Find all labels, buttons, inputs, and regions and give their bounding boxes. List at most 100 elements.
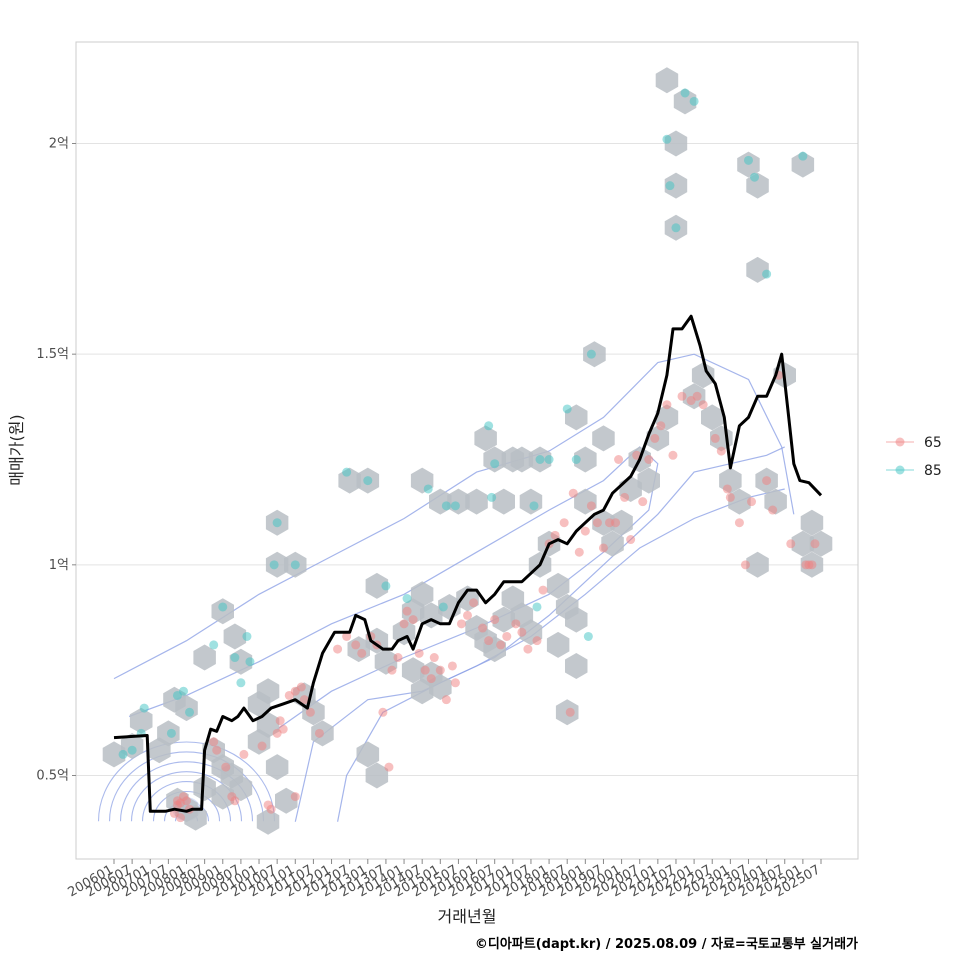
hexbin <box>664 172 688 199</box>
point-85 <box>438 602 448 612</box>
hexbin <box>809 530 833 557</box>
hexbin <box>102 741 126 768</box>
point-65 <box>662 400 672 410</box>
point-85 <box>484 421 494 431</box>
point-85 <box>272 518 282 528</box>
point-65 <box>523 644 533 654</box>
point-65 <box>804 560 814 570</box>
point-65 <box>620 492 630 502</box>
point-85 <box>245 657 255 667</box>
point-85 <box>662 134 672 144</box>
point-65 <box>351 640 361 650</box>
point-85 <box>798 151 808 161</box>
hexbin <box>546 631 570 658</box>
point-65 <box>221 762 231 772</box>
point-85 <box>750 172 760 182</box>
point-65 <box>296 682 306 692</box>
point-65 <box>668 450 678 460</box>
hexbin <box>673 88 697 115</box>
point-65 <box>511 619 521 629</box>
point-65 <box>768 505 778 515</box>
point-65 <box>626 535 636 545</box>
point-65 <box>810 539 820 549</box>
point-65 <box>517 627 527 637</box>
point-65 <box>342 631 352 641</box>
density-ring <box>97 741 276 822</box>
point-65 <box>333 644 343 654</box>
hexbin <box>211 783 234 810</box>
hexbin <box>474 425 497 452</box>
point-85 <box>209 640 219 650</box>
point-85 <box>544 455 554 464</box>
point-85 <box>363 476 373 486</box>
point-65 <box>450 678 460 688</box>
legend-key-dot <box>895 437 905 447</box>
point-85 <box>381 581 391 591</box>
point-65 <box>314 728 324 738</box>
hexbin <box>519 488 543 515</box>
point-65 <box>725 492 735 502</box>
point-85 <box>665 181 675 191</box>
point-65 <box>408 615 418 625</box>
point-65 <box>212 745 222 755</box>
hexbin <box>256 808 280 835</box>
point-65 <box>420 665 430 675</box>
contour-line <box>337 446 785 822</box>
points-layer <box>118 88 820 823</box>
hexbin <box>546 572 570 599</box>
point-85 <box>185 707 195 717</box>
point-65 <box>429 653 439 663</box>
point-65 <box>441 695 451 705</box>
hexbin <box>365 572 389 599</box>
point-65 <box>456 619 466 629</box>
hexbin <box>410 581 434 608</box>
point-65 <box>644 455 654 464</box>
point-65 <box>734 518 744 528</box>
grid <box>76 143 858 776</box>
y-axis: 0.5억 1억 1.5억 2억 <box>36 137 76 784</box>
point-65 <box>565 707 575 717</box>
hexbin <box>746 551 769 578</box>
point-85 <box>571 455 581 464</box>
point-65 <box>278 724 288 734</box>
hexbin <box>574 446 597 473</box>
point-65 <box>378 707 388 717</box>
hexbin <box>701 404 724 431</box>
point-85 <box>490 459 500 469</box>
hexbin <box>565 653 588 679</box>
trend-line <box>113 314 823 813</box>
point-85 <box>236 678 246 688</box>
y-axis-title: 매매가(원) <box>7 414 26 485</box>
point-65 <box>469 598 479 608</box>
point-85 <box>689 96 699 106</box>
hexbin <box>365 762 389 789</box>
point-65 <box>638 497 648 507</box>
legend: 65 85 <box>886 435 942 479</box>
point-85 <box>671 223 681 233</box>
point-65 <box>722 484 732 494</box>
hexbin <box>492 606 515 633</box>
point-85 <box>532 602 542 612</box>
y-tick-label: 0.5억 <box>36 769 69 784</box>
point-85 <box>290 560 300 570</box>
point-65 <box>559 518 569 528</box>
point-65 <box>275 716 285 726</box>
hexbin <box>565 606 588 633</box>
point-65 <box>532 636 542 646</box>
point-85 <box>178 686 188 696</box>
point-65 <box>592 518 602 528</box>
point-65 <box>209 737 219 747</box>
y-tick-label: 1.5억 <box>36 347 69 362</box>
point-65 <box>175 813 185 823</box>
point-65 <box>550 530 560 540</box>
point-65 <box>239 749 249 759</box>
point-65 <box>266 804 276 814</box>
point-85 <box>450 501 460 511</box>
point-85 <box>242 631 252 641</box>
point-65 <box>710 433 720 443</box>
point-65 <box>598 543 608 553</box>
point-65 <box>399 619 409 629</box>
point-65 <box>656 421 666 431</box>
point-65 <box>435 665 445 675</box>
